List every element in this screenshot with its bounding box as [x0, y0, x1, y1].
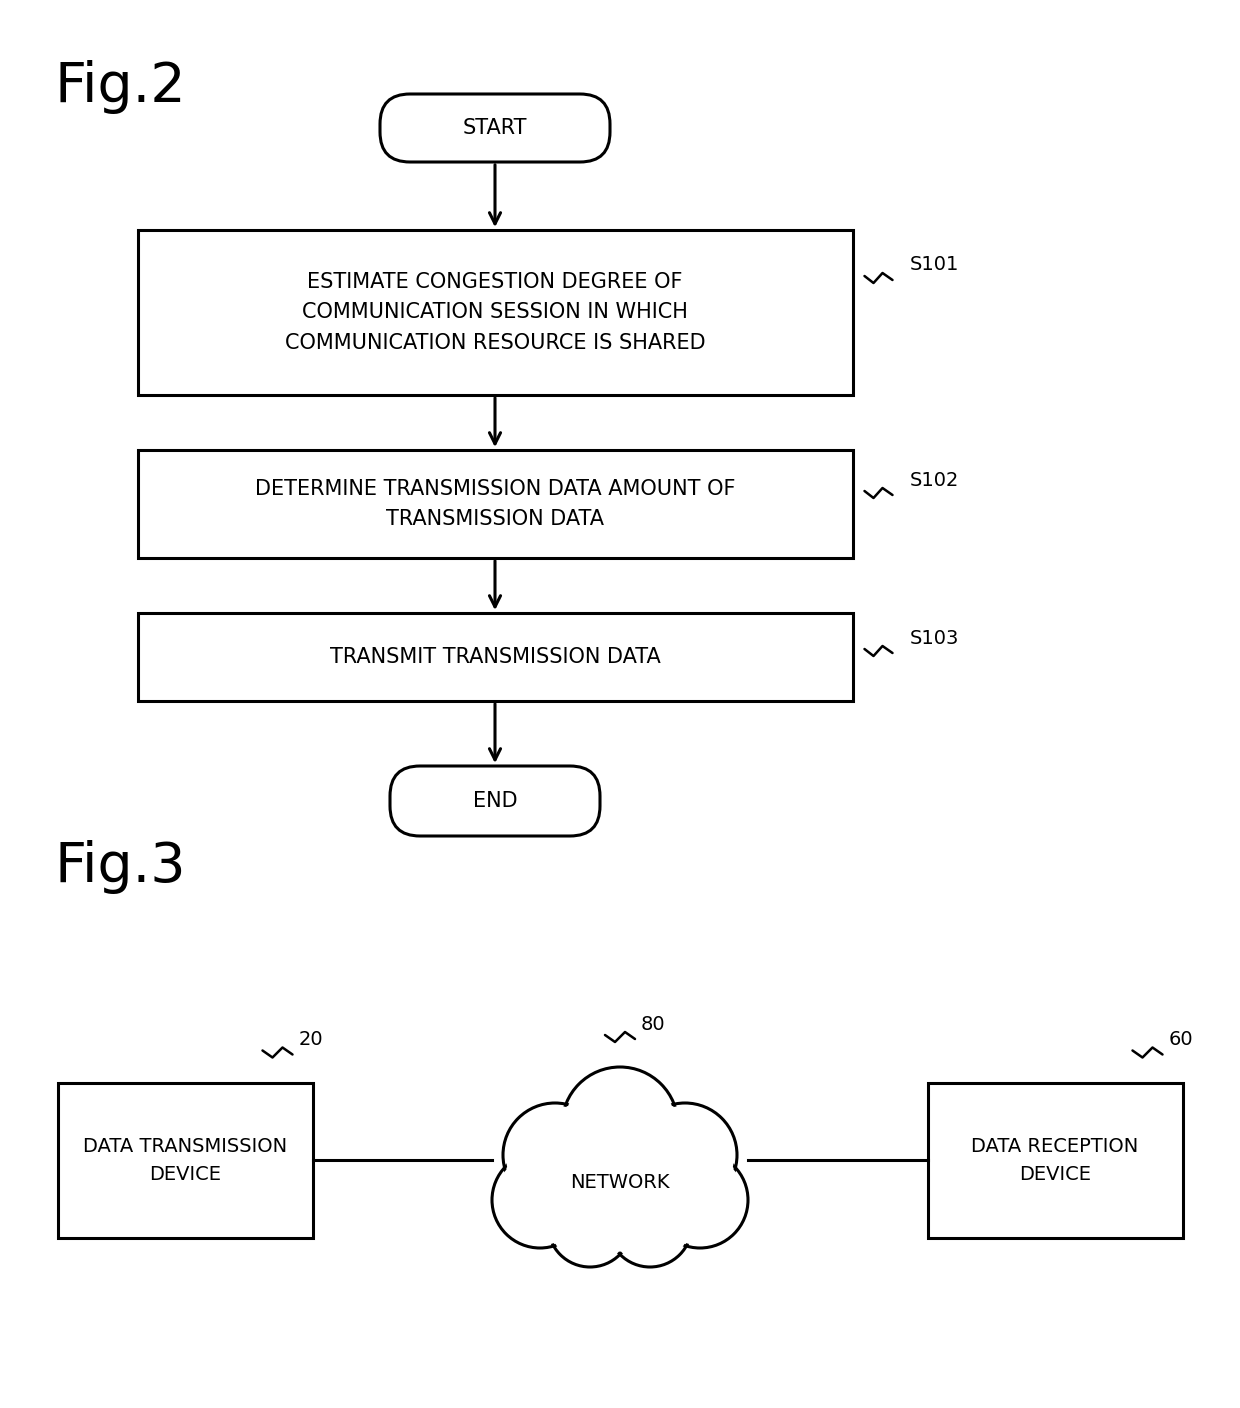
FancyBboxPatch shape: [138, 230, 853, 396]
Text: S101: S101: [909, 255, 959, 275]
Circle shape: [564, 1070, 676, 1180]
Circle shape: [506, 1105, 604, 1204]
Text: END: END: [472, 791, 517, 811]
Circle shape: [652, 1152, 748, 1247]
Circle shape: [492, 1152, 588, 1247]
Circle shape: [655, 1155, 745, 1245]
Circle shape: [495, 1155, 585, 1245]
Circle shape: [590, 1131, 689, 1231]
Circle shape: [562, 1067, 678, 1183]
Circle shape: [548, 1183, 632, 1267]
FancyBboxPatch shape: [928, 1083, 1183, 1238]
Text: Fig.3: Fig.3: [55, 841, 187, 894]
Text: NETWORK: NETWORK: [570, 1173, 670, 1191]
Circle shape: [632, 1102, 737, 1207]
Text: 20: 20: [298, 1031, 322, 1049]
Circle shape: [551, 1131, 650, 1231]
FancyBboxPatch shape: [138, 612, 853, 701]
Text: DETERMINE TRANSMISSION DATA AMOUNT OF
TRANSMISSION DATA: DETERMINE TRANSMISSION DATA AMOUNT OF TR…: [254, 479, 735, 529]
Text: TRANSMIT TRANSMISSION DATA: TRANSMIT TRANSMISSION DATA: [330, 648, 661, 667]
Text: ESTIMATE CONGESTION DEGREE OF
COMMUNICATION SESSION IN WHICH
COMMUNICATION RESOU: ESTIMATE CONGESTION DEGREE OF COMMUNICAT…: [285, 272, 706, 353]
Text: S102: S102: [909, 470, 959, 490]
Circle shape: [551, 1186, 629, 1264]
FancyBboxPatch shape: [379, 94, 610, 162]
Text: DATA RECEPTION
DEVICE: DATA RECEPTION DEVICE: [971, 1136, 1138, 1184]
Text: DATA TRANSMISSION
DEVICE: DATA TRANSMISSION DEVICE: [83, 1136, 288, 1184]
Circle shape: [608, 1183, 692, 1267]
Circle shape: [553, 1132, 647, 1228]
Text: 80: 80: [641, 1015, 666, 1033]
Text: Fig.2: Fig.2: [55, 61, 187, 114]
FancyBboxPatch shape: [57, 1083, 312, 1238]
Text: S103: S103: [909, 628, 959, 648]
Text: START: START: [463, 118, 527, 138]
Circle shape: [593, 1132, 687, 1228]
Circle shape: [636, 1105, 734, 1204]
Circle shape: [611, 1186, 689, 1264]
Text: 60: 60: [1168, 1031, 1193, 1049]
Circle shape: [503, 1102, 608, 1207]
FancyBboxPatch shape: [391, 766, 600, 836]
FancyBboxPatch shape: [138, 451, 853, 558]
